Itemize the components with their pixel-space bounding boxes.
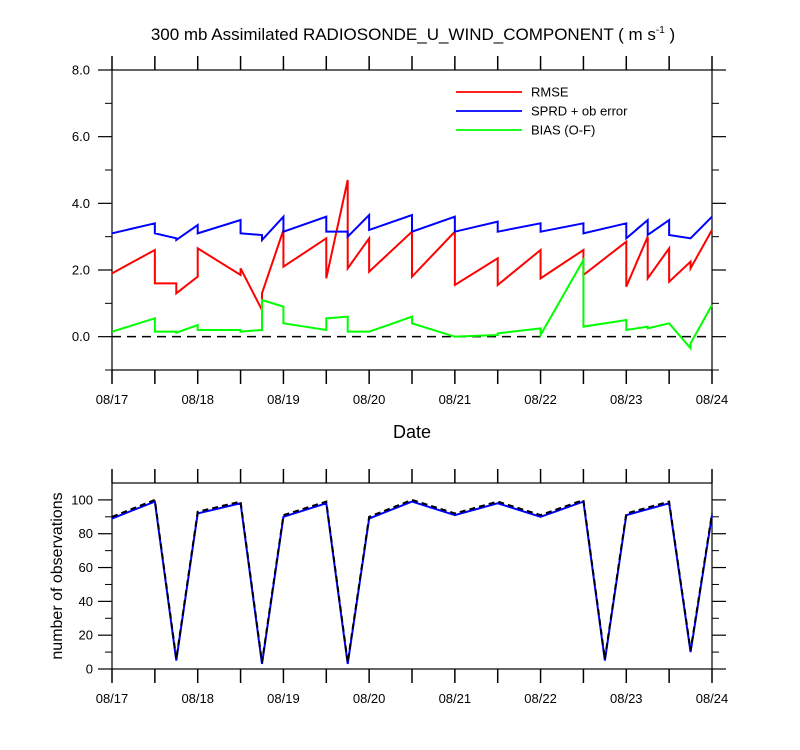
bottom-series-line-observations-used <box>111 500 713 665</box>
top-series-line-rmse <box>111 179 713 311</box>
bottom-x-tick-label: 08/18 <box>181 691 214 706</box>
bottom-x-tick-label: 08/20 <box>353 691 386 706</box>
top-y-tick-label: 0.0 <box>72 329 90 344</box>
bottom-series-line-observations-possible <box>111 498 713 663</box>
top-x-tick-label: 08/24 <box>696 392 729 407</box>
bottom-series-group <box>111 498 713 665</box>
top-y-tick-label: 6.0 <box>72 129 90 144</box>
top-y-tick-label: 4.0 <box>72 196 90 211</box>
legend-label: RMSE <box>531 85 569 100</box>
top-x-tick-label: 08/21 <box>439 392 472 407</box>
top-x-axis-title: Date <box>393 422 431 442</box>
bottom-y-tick-label: 100 <box>71 492 93 507</box>
top-x-tick-label: 08/17 <box>96 392 129 407</box>
bottom-y-tick-label: 40 <box>79 594 93 609</box>
top-axes-ticks: 08/17 08/18 08/19 08/20 08/21 08/22 08/23 08/24… <box>72 56 728 407</box>
bottom-x-tick-label: 08/24 <box>696 691 729 706</box>
bottom-x-tick-label: 08/21 <box>439 691 472 706</box>
bottom-x-tick-label: 08/17 <box>96 691 129 706</box>
bottom-y-tick-label: 0 <box>86 662 93 677</box>
legend-label: BIAS (O-F) <box>531 123 595 138</box>
top-series-group <box>111 179 713 352</box>
top-x-tick-label: 08/19 <box>267 392 300 407</box>
bottom-y-tick-label: 20 <box>79 628 93 643</box>
bottom-y-axis-title: number of observations <box>49 492 66 659</box>
chart-title: 300 mb Assimilated RADIOSONDE_U_WIND_COM… <box>151 25 675 44</box>
chart-title-main: 300 mb Assimilated RADIOSONDE_U_WIND_COM… <box>151 25 656 44</box>
bottom-x-tick-label: 08/23 <box>610 691 643 706</box>
top-x-tick-label: 08/20 <box>353 392 386 407</box>
top-y-tick-label: 2.0 <box>72 263 90 278</box>
bottom-plot-frame <box>111 482 713 670</box>
bottom-axes-ticks: 08/17 08/18 08/19 08/20 08/21 08/22 08/23 08/24… <box>71 469 728 706</box>
bottom-x-tick-label: 08/19 <box>267 691 300 706</box>
chart-title-superscript: -1 <box>656 25 665 36</box>
bottom-x-tick-label: 08/22 <box>524 691 557 706</box>
legend: RMSE SPRD + ob error BIAS (O-F) <box>456 85 628 138</box>
top-x-tick-label: 08/23 <box>610 392 643 407</box>
top-series-line-sprd-ob-error <box>111 212 713 243</box>
bottom-y-tick-label: 60 <box>79 560 93 575</box>
bottom-y-tick-label: 80 <box>79 526 93 541</box>
top-y-tick-label: 8.0 <box>72 63 90 78</box>
chart-title-end: ) <box>665 25 675 44</box>
top-x-tick-label: 08/18 <box>181 392 214 407</box>
legend-label: SPRD + ob error <box>531 104 628 119</box>
top-x-tick-label: 08/22 <box>524 392 557 407</box>
top-series-line-bias-o-f <box>111 256 713 352</box>
